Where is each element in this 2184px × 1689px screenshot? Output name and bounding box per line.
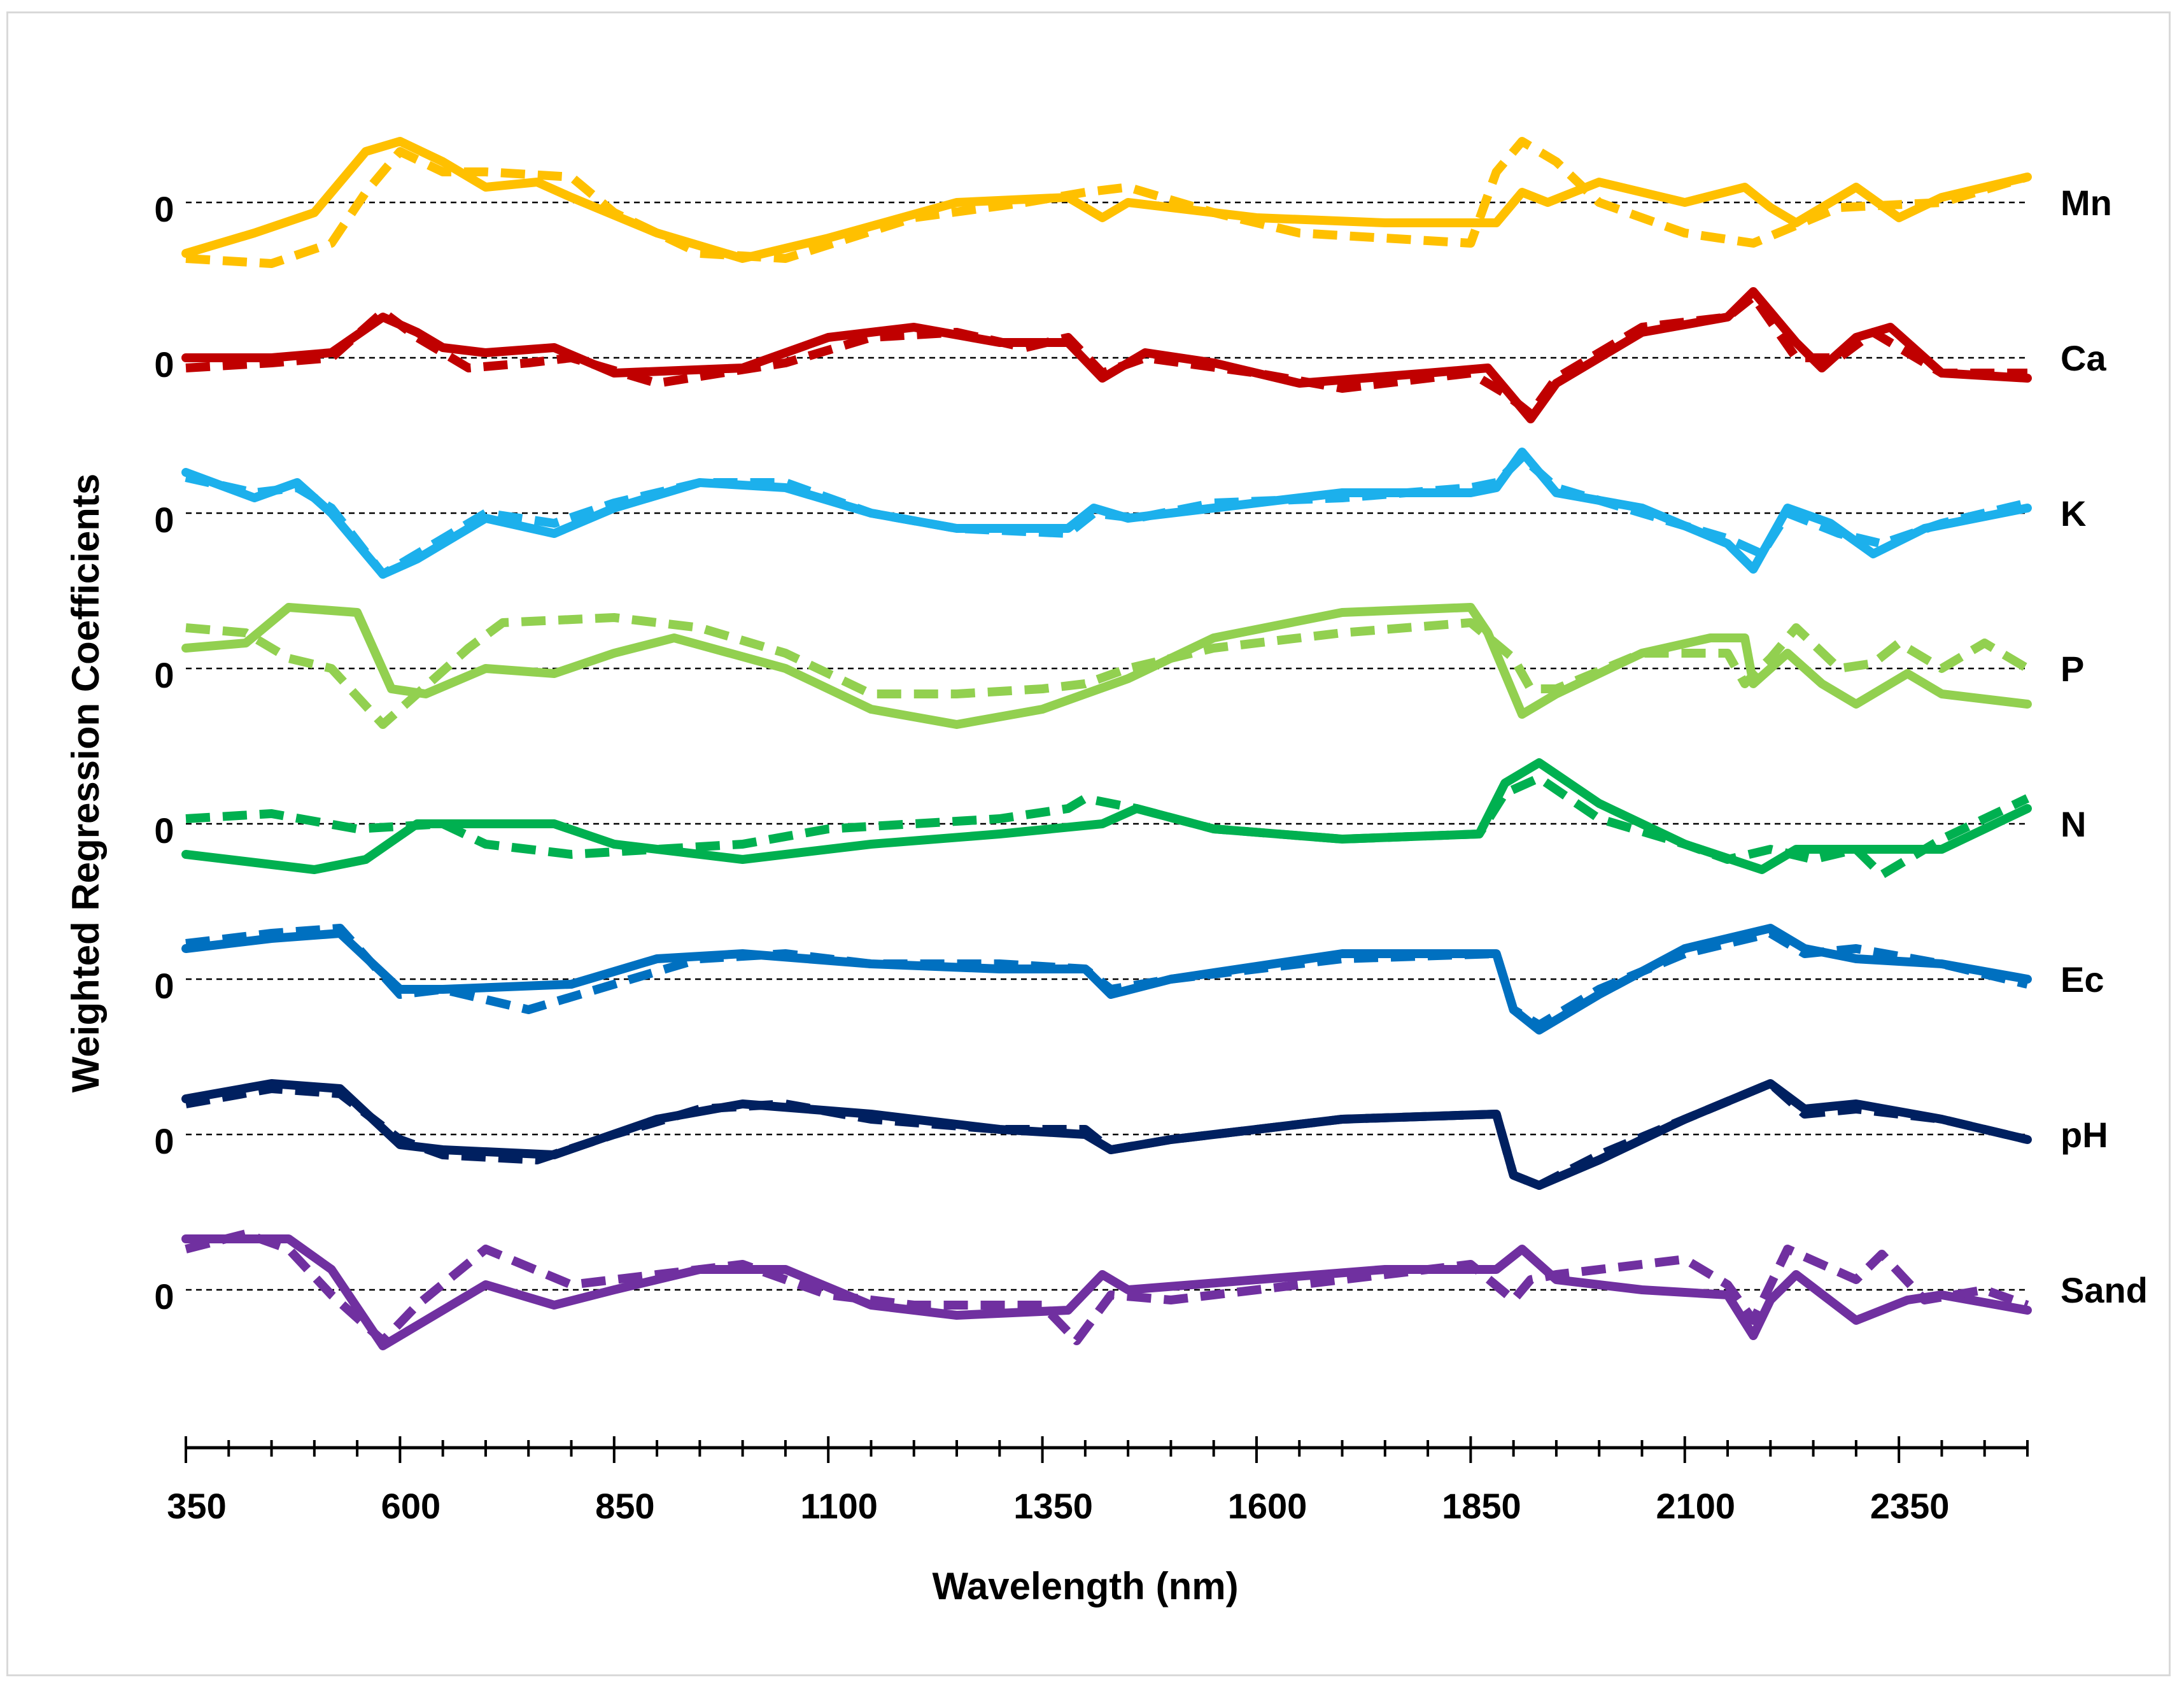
zero-label-ca: 0 xyxy=(154,344,174,385)
series-p-solid xyxy=(181,603,2032,729)
series-p-dashed xyxy=(185,613,2030,729)
zero-label-sand: 0 xyxy=(154,1276,174,1317)
x-tick-label-1850: 1850 xyxy=(1442,1486,1521,1526)
x-tick-label-600: 600 xyxy=(381,1486,440,1526)
x-axis-title: Wavelength (nm) xyxy=(932,1565,1238,1608)
series-sand-solid xyxy=(181,1234,2032,1350)
zero-label-ph: 0 xyxy=(154,1121,174,1161)
x-tick-label-2100: 2100 xyxy=(1656,1486,1735,1526)
series-ca-dashed xyxy=(185,292,2027,418)
figure-frame xyxy=(6,11,2171,1676)
series-label-p: P xyxy=(2061,649,2084,689)
zero-label-ec: 0 xyxy=(154,966,174,1006)
series-label-ca: Ca xyxy=(2061,338,2106,378)
series-label-sand: Sand xyxy=(2061,1270,2148,1310)
x-tick-label-850: 850 xyxy=(595,1486,654,1526)
series-lines xyxy=(181,137,2032,1350)
zero-label-p: 0 xyxy=(154,655,174,695)
series-mn-dashed xyxy=(185,137,2029,268)
series-label-n: N xyxy=(2061,804,2086,844)
series-k-dashed xyxy=(185,453,2029,579)
zero-label-n: 0 xyxy=(154,810,174,851)
series-ec-dashed xyxy=(185,924,2029,1029)
x-tick-label-1600: 1600 xyxy=(1228,1486,1307,1526)
series-label-ec: Ec xyxy=(2061,959,2104,1000)
series-label-ph: pH xyxy=(2061,1115,2108,1155)
zero-label-mn: 0 xyxy=(154,189,174,229)
series-ph-dashed xyxy=(185,1079,2029,1190)
series-ca-solid xyxy=(181,287,2032,423)
series-mn-solid xyxy=(181,137,2032,263)
series-label-mn: Mn xyxy=(2061,183,2112,223)
x-tick-label-2350: 2350 xyxy=(1870,1486,1950,1526)
series-n-dashed xyxy=(185,774,2030,879)
x-tick-label-1350: 1350 xyxy=(1013,1486,1093,1526)
x-axis: 350 600 850 1100 1350 1600 1850 2100 2350 xyxy=(167,1436,2029,1526)
series-label-k: K xyxy=(2061,493,2086,534)
series-labels: Mn Ca K P N Ec pH Sand xyxy=(2061,183,2148,1310)
zero-label-k: 0 xyxy=(154,500,174,540)
y-axis-title: Weighted Regression Coefficients xyxy=(64,474,107,1092)
x-tick-label-1100: 1100 xyxy=(800,1486,878,1526)
zero-labels: 0 0 0 0 0 0 0 0 xyxy=(154,189,174,1317)
x-tick-label-350: 350 xyxy=(167,1486,226,1526)
series-sand-dashed xyxy=(185,1229,2029,1345)
